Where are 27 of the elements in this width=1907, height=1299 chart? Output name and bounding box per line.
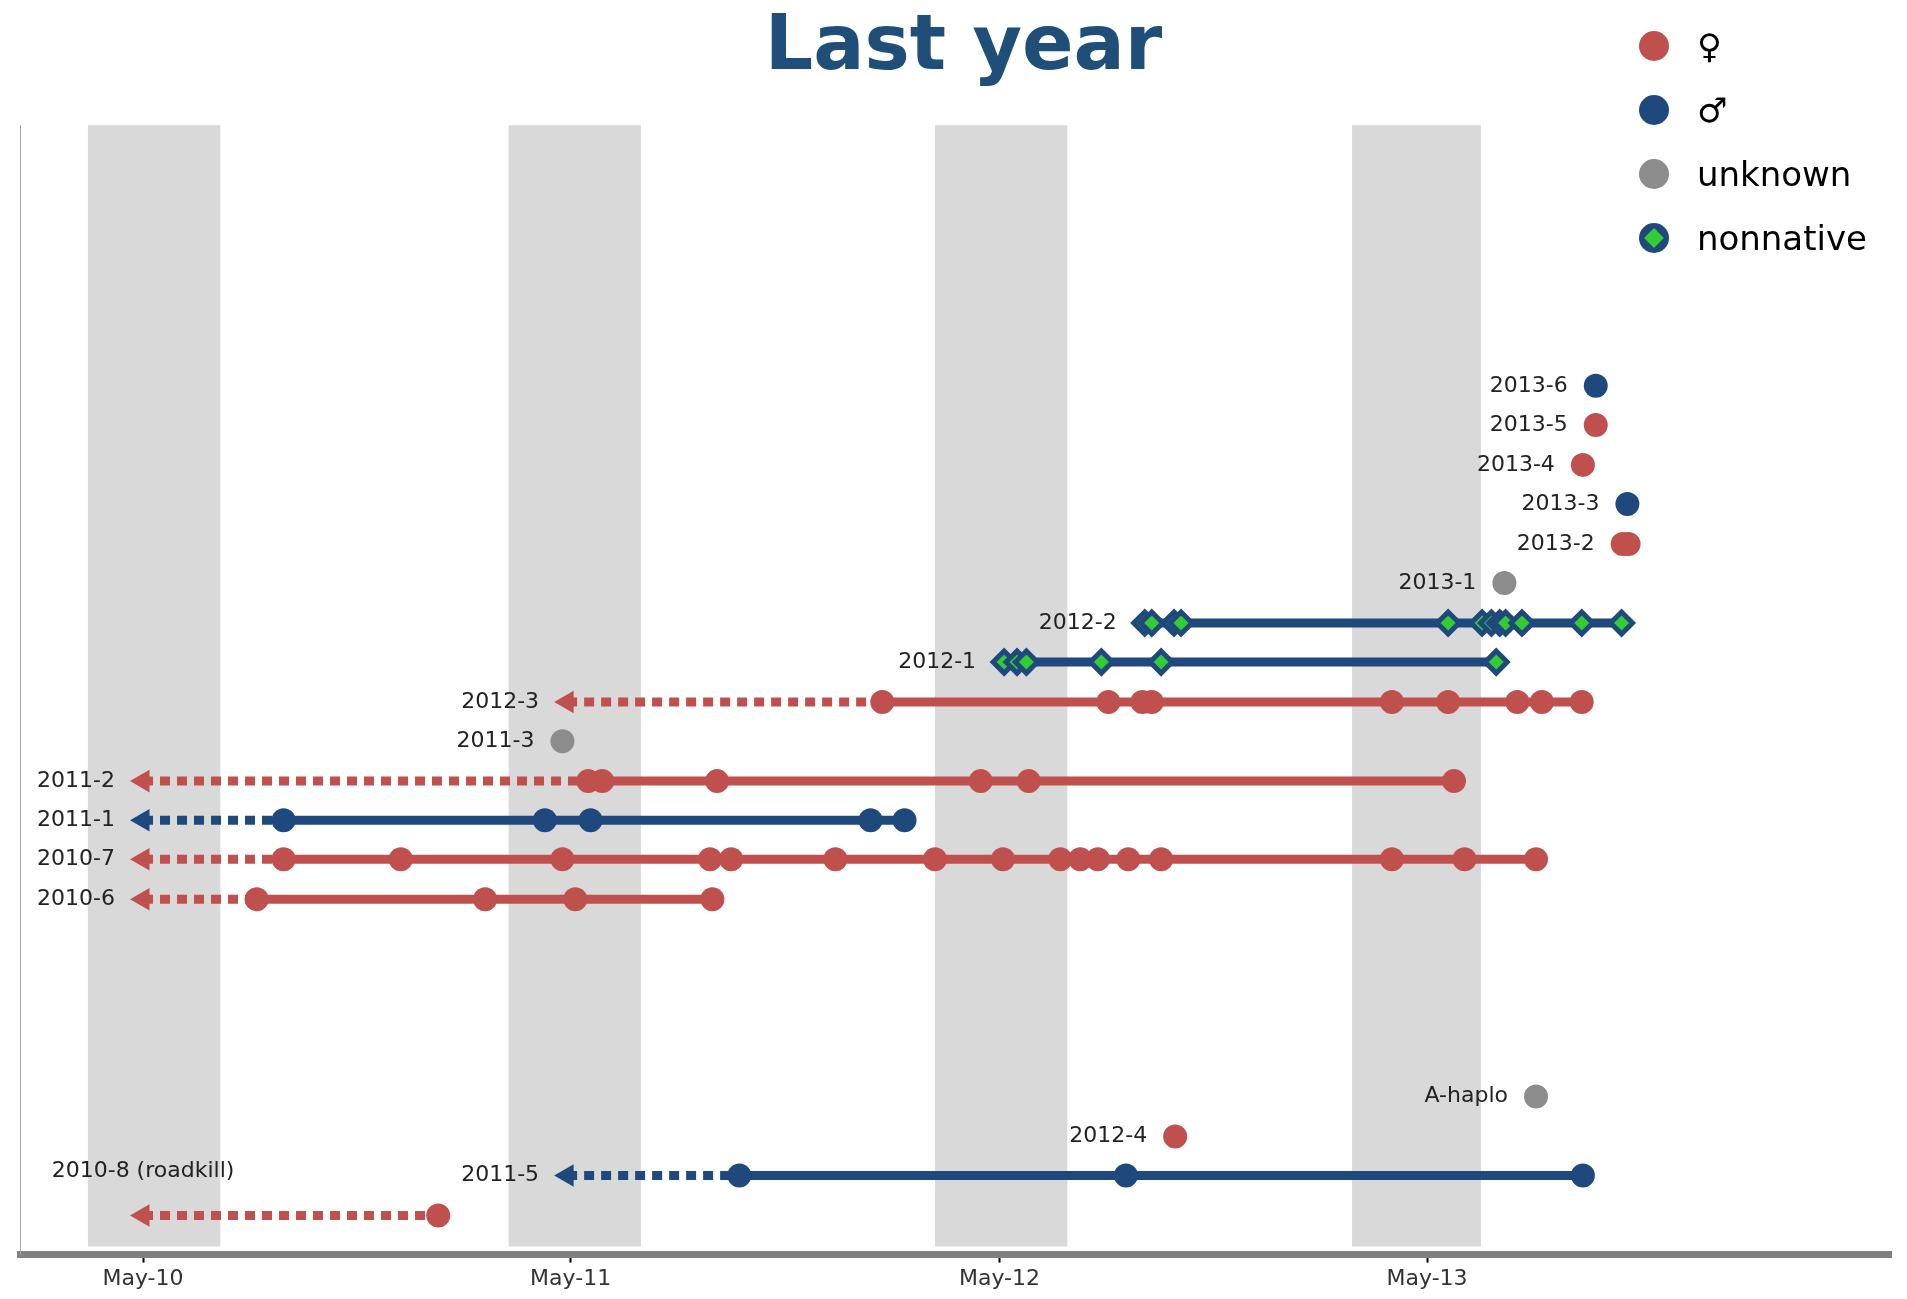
annotation: 2013-5 <box>1489 410 1568 436</box>
legend-label: nonnative <box>1696 218 1867 258</box>
annotation: 2011-2 <box>37 766 116 792</box>
annotation: 2013-3 <box>1521 489 1600 515</box>
annotation: 2013-4 <box>1476 450 1555 476</box>
annotation: A-haplo <box>1424 1082 1509 1108</box>
legend-label: unknown <box>1696 154 1852 194</box>
chart-title: Last year <box>764 0 1163 88</box>
legend-label: ♂ <box>1696 90 1728 130</box>
annotation: 2013-2 <box>1516 529 1595 555</box>
annotation: 2010-6 <box>37 884 116 910</box>
x-tick-label: May-12 <box>958 1264 1040 1290</box>
annotation: 2011-5 <box>461 1161 540 1187</box>
annotation: 2010-7 <box>37 845 116 871</box>
annotation: 2012-1 <box>898 647 977 673</box>
annotation: 2013-6 <box>1489 371 1568 397</box>
annotation: 2010-8 (roadkill) <box>51 1157 235 1183</box>
annotation: 2011-3 <box>456 726 535 752</box>
annotation: 2012-2 <box>1038 608 1117 634</box>
x-tick-label: May-11 <box>530 1264 612 1290</box>
x-tick-label: May-10 <box>102 1264 184 1290</box>
legend-label: ♀ <box>1696 26 1722 66</box>
annotation: 2012-4 <box>1069 1122 1148 1148</box>
annotation: 2012-3 <box>461 687 540 713</box>
annotation: 2011-1 <box>37 805 116 831</box>
annotation: 2013-1 <box>1398 568 1477 594</box>
x-tick-label: May-13 <box>1386 1264 1468 1290</box>
